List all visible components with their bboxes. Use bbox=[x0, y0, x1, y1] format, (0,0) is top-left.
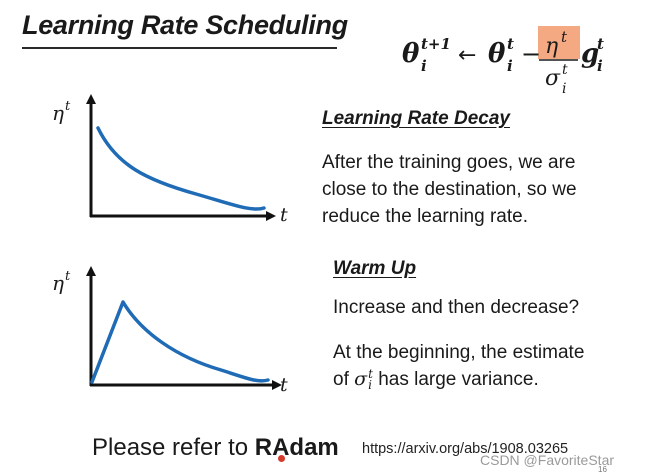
decay-description: After the training goes, we are close to… bbox=[322, 149, 577, 230]
warmup-line-2-prefix: of bbox=[333, 369, 355, 390]
paper-link[interactable]: https://arxiv.org/abs/1908.03265 bbox=[362, 441, 569, 457]
decay-line-1: After the training goes, we are bbox=[322, 152, 576, 173]
lhs-sub: i bbox=[421, 57, 427, 75]
gradient-sub: i bbox=[597, 57, 603, 75]
warmup-question: Increase and then decrease? bbox=[333, 297, 580, 318]
decay-y-label-sup: t bbox=[65, 99, 71, 114]
decay-x-arrow bbox=[266, 211, 276, 221]
refer-name: RAdam bbox=[254, 434, 339, 461]
update-formula: θ t+1 i ← θ t i − η t σ t i g t i bbox=[402, 26, 604, 97]
decay-y-label: η bbox=[52, 101, 64, 125]
warmup-y-arrow bbox=[86, 266, 96, 276]
decay-heading: Learning Rate Decay bbox=[322, 108, 510, 129]
warmup-line-1: At the beginning, the estimate bbox=[333, 342, 585, 363]
warmup-x-arrow bbox=[272, 380, 282, 390]
denominator-sigma: σ bbox=[545, 66, 561, 91]
eta-highlight-box bbox=[538, 26, 580, 59]
decay-line-2: close to the destination, so we bbox=[322, 179, 577, 200]
decay-curve bbox=[96, 126, 266, 211]
sigma-sub: i bbox=[368, 378, 372, 392]
watermark: CSDN @FavoriteStar bbox=[480, 452, 615, 468]
slide-title: Learning Rate Scheduling bbox=[22, 10, 348, 40]
warmup-curve bbox=[90, 300, 270, 384]
gradient-g: g bbox=[581, 39, 599, 69]
cursor-dot bbox=[278, 455, 285, 462]
warmup-line-2-suffix: has large variance. bbox=[372, 369, 539, 390]
warmup-y-label: η bbox=[52, 271, 64, 295]
warmup-heading: Warm Up bbox=[333, 258, 417, 279]
sigma-sup: t bbox=[368, 367, 373, 381]
lhs-theta: θ bbox=[402, 39, 420, 69]
warmup-y-label-sup: t bbox=[65, 269, 71, 284]
refer-text: Please refer to RAdam bbox=[92, 434, 339, 462]
rhs-theta: θ bbox=[488, 39, 506, 69]
decay-plot: η t t bbox=[52, 94, 288, 226]
decay-y-arrow bbox=[86, 94, 96, 104]
warmup-x-label: t bbox=[280, 374, 288, 396]
sigma-base: σ bbox=[354, 368, 368, 390]
rhs-sub: i bbox=[507, 57, 513, 75]
decay-x-label: t bbox=[280, 204, 288, 226]
lhs-sup: t+1 bbox=[421, 35, 451, 53]
denominator-sub: i bbox=[562, 81, 566, 97]
rhs-sup: t bbox=[507, 35, 514, 53]
numerator-eta: η bbox=[545, 34, 558, 59]
denominator-sup: t bbox=[562, 62, 568, 78]
arrow: ← bbox=[458, 43, 476, 68]
numerator-sup: t bbox=[561, 28, 568, 46]
decay-line-3: reduce the learning rate. bbox=[322, 206, 528, 227]
page-number: 16 bbox=[598, 465, 607, 474]
title-underline bbox=[22, 47, 337, 49]
warmup-plot: η t t bbox=[52, 266, 288, 396]
refer-prefix: Please refer to bbox=[92, 434, 255, 461]
minus-sign: − bbox=[521, 40, 541, 68]
gradient-sup: t bbox=[597, 35, 604, 53]
